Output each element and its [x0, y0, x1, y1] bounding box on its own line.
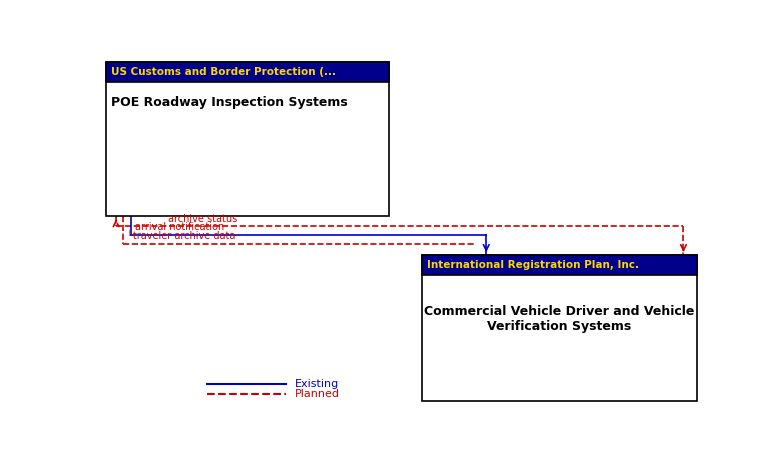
Text: archive status: archive status	[168, 213, 237, 224]
Text: International Registration Plan, Inc.: International Registration Plan, Inc.	[428, 260, 640, 270]
Bar	[106, 62, 388, 82]
Bar	[106, 62, 388, 216]
Bar	[422, 255, 697, 401]
Text: arrival notification: arrival notification	[135, 222, 225, 232]
Text: Commercial Vehicle Driver and Vehicle
Verification Systems: Commercial Vehicle Driver and Vehicle Ve…	[424, 305, 695, 333]
Text: Planned: Planned	[295, 389, 340, 399]
Text: └traveler archive data: └traveler archive data	[127, 231, 236, 241]
Text: POE Roadway Inspection Systems: POE Roadway Inspection Systems	[111, 96, 348, 109]
Bar	[422, 255, 697, 275]
Text: US Customs and Border Protection (...: US Customs and Border Protection (...	[111, 67, 337, 77]
Text: Existing: Existing	[295, 379, 339, 389]
